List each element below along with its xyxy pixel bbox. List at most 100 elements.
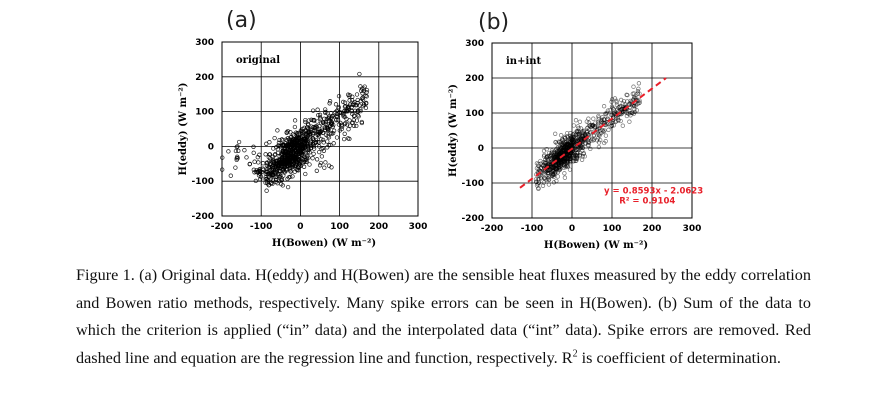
data-point [324, 116, 329, 122]
data-point [636, 81, 642, 86]
data-point [582, 154, 587, 159]
data-point [296, 149, 301, 154]
data-point [354, 92, 360, 97]
data-point [278, 173, 283, 179]
y-axis-title: H(eddy) (W m⁻²) [178, 83, 189, 176]
data-point [310, 132, 316, 137]
data-point [563, 144, 568, 150]
y-axis-title: H(eddy) (W m⁻²) [448, 84, 459, 177]
data-point [577, 119, 583, 124]
data-point [323, 121, 329, 126]
data-point [265, 161, 270, 166]
data-point [334, 118, 339, 123]
data-point [345, 105, 351, 110]
data-point [321, 148, 327, 153]
data-point [322, 165, 327, 170]
data-point [273, 167, 278, 173]
data-point [637, 100, 642, 105]
data-point [351, 101, 356, 106]
data-point [347, 98, 352, 103]
data-point [288, 169, 293, 174]
data-point [277, 137, 282, 143]
data-point [578, 145, 583, 151]
data-point [347, 92, 352, 98]
data-point [307, 150, 312, 155]
data-point [612, 96, 618, 101]
data-point [339, 126, 344, 132]
inset-label: original [236, 55, 280, 66]
data-point [341, 136, 347, 142]
data-point [283, 149, 288, 155]
data-point [327, 101, 332, 106]
data-point [273, 169, 279, 175]
data-point [320, 137, 326, 143]
data-point [317, 140, 322, 145]
data-point [274, 161, 280, 166]
data-point [579, 157, 585, 162]
data-point [266, 164, 272, 170]
data-point [279, 137, 285, 142]
data-point [268, 164, 273, 170]
data-point [564, 158, 569, 163]
data-point [586, 143, 591, 148]
data-point [558, 151, 563, 156]
data-point [263, 152, 268, 157]
data-point [285, 176, 290, 182]
data-point [317, 149, 322, 155]
data-point [625, 92, 630, 98]
data-point [220, 167, 225, 172]
data-point [319, 121, 324, 126]
data-point [345, 122, 350, 127]
data-point [307, 162, 312, 167]
data-point [538, 158, 543, 164]
data-point [630, 110, 635, 115]
data-point [268, 156, 273, 161]
data-point [305, 121, 311, 127]
data-point [323, 127, 328, 132]
data-point [595, 136, 601, 141]
data-point [542, 167, 548, 172]
data-point [592, 124, 597, 129]
data-point [557, 167, 562, 173]
data-point [277, 169, 283, 174]
x-tick-label: 0 [297, 222, 303, 232]
chart-panel-a: original -200 -100 0 100 200 300 -200 -100 0 100 20… [178, 38, 427, 249]
data-point [287, 144, 293, 149]
data-point [253, 178, 258, 184]
data-point [317, 123, 322, 129]
data-point [632, 109, 637, 115]
data-point [569, 135, 574, 140]
data-point [562, 134, 567, 139]
data-point [329, 165, 334, 170]
data-point [298, 149, 303, 154]
data-point [578, 126, 584, 131]
data-point [300, 148, 306, 154]
data-point [302, 125, 307, 130]
data-point [280, 168, 285, 173]
data-point [550, 167, 556, 172]
data-point [315, 119, 320, 124]
data-point [281, 142, 286, 147]
data-point [275, 181, 280, 186]
data-point [280, 149, 285, 154]
data-point [284, 138, 290, 143]
data-point [546, 150, 552, 156]
data-point [323, 107, 328, 112]
panel-label-b: (b) [478, 10, 510, 35]
data-point [220, 155, 225, 160]
data-point [620, 101, 625, 106]
caption-text-end: is coefficient of determination. [577, 348, 781, 367]
data-point [342, 100, 348, 105]
data-point [611, 123, 616, 128]
data-point [629, 101, 634, 106]
figure-caption: Figure 1. (a) Original data. H(eddy) and… [76, 262, 811, 372]
data-point [574, 129, 580, 134]
data-point [301, 129, 306, 134]
x-axis-title: H(Bowen) (W m⁻²) [272, 238, 376, 249]
data-point [546, 182, 552, 187]
data-point [315, 107, 320, 112]
data-point [631, 84, 636, 89]
data-point [328, 130, 333, 136]
y-tick-label: 300 [195, 38, 214, 48]
data-point [565, 134, 570, 139]
